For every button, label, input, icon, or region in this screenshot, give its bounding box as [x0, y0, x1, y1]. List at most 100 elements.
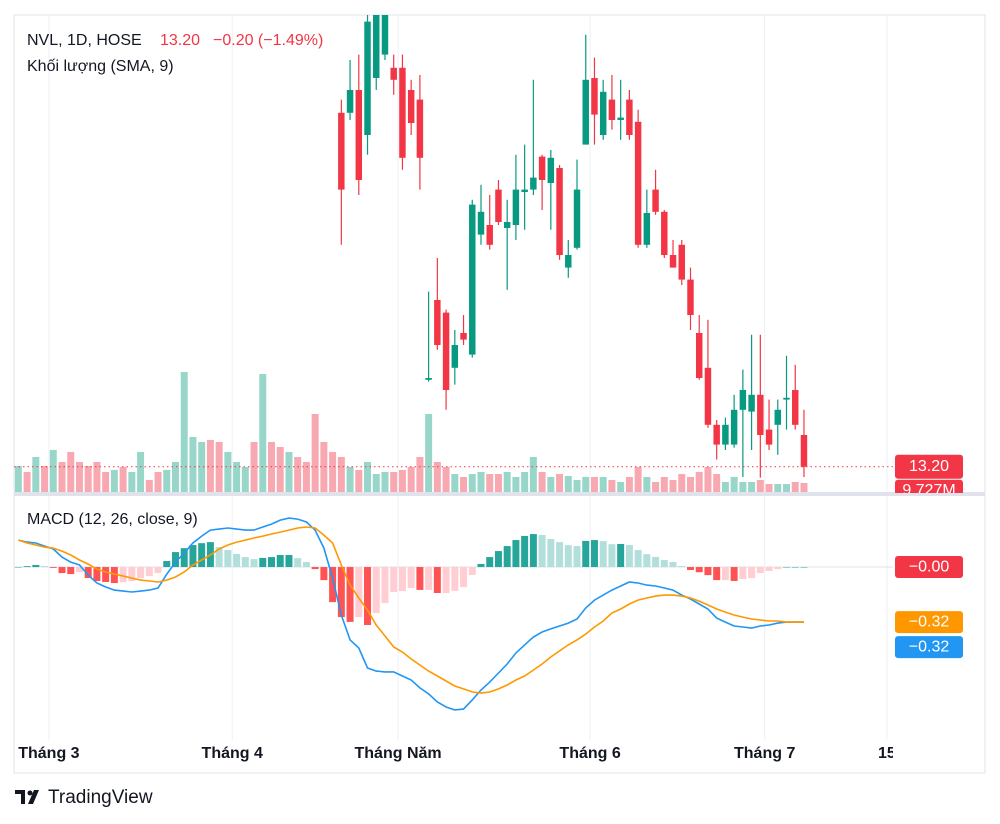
histogram-bar: [564, 545, 572, 568]
histogram-bar: [320, 567, 328, 581]
volume-bar: [23, 471, 31, 492]
candle-body: [512, 189, 520, 225]
volume-bar: [337, 456, 345, 492]
histogram-bar: [119, 567, 127, 583]
histogram-bar: [154, 567, 162, 574]
macd-last-label: −0.00: [909, 558, 950, 575]
histogram-bar: [137, 567, 145, 579]
volume-bar: [49, 449, 57, 492]
volume-bar: [686, 476, 694, 492]
x-tick-label: Tháng Năm: [355, 745, 442, 762]
histogram-bar: [171, 552, 179, 568]
histogram-bar: [355, 567, 363, 618]
histogram-bar: [599, 541, 607, 568]
histogram-bar: [294, 558, 302, 568]
label-box: [895, 454, 963, 479]
volume-bar: [433, 461, 441, 492]
volume-bar: [285, 451, 293, 492]
candle-body: [591, 78, 598, 115]
volume-bar: [678, 474, 686, 492]
candle-body: [477, 211, 485, 235]
volume-title: Khối lượng (SMA, 9): [27, 58, 174, 75]
candle-body: [730, 409, 738, 445]
macd-line: [18, 526, 804, 694]
volume-bar: [547, 476, 555, 492]
histogram-bar: [730, 567, 738, 581]
macd-title: MACD (12, 26, close, 9): [27, 511, 198, 528]
histogram-bar: [713, 567, 721, 581]
volume-bar: [652, 481, 660, 492]
histogram-bar: [407, 567, 415, 589]
histogram-bar: [774, 567, 782, 570]
histogram-bar: [259, 557, 267, 568]
volume-bar: [634, 466, 642, 492]
candle-body: [748, 394, 755, 412]
histogram-bar: [49, 567, 57, 568]
price-scale: 9.727M 13.20 −0.00 −0.32 −0.32: [895, 454, 963, 659]
volume-bar: [765, 484, 773, 492]
histogram-bar: [765, 567, 773, 572]
label-box: [895, 479, 963, 493]
volume-bar: [494, 474, 502, 492]
candle-body: [582, 79, 589, 145]
volume-bar: [390, 471, 398, 492]
histogram-bar: [486, 557, 494, 568]
histogram-bar: [800, 567, 808, 568]
x-tick-label: Tháng 3: [18, 745, 79, 762]
histogram-bar: [538, 535, 546, 568]
histogram-bar: [512, 540, 520, 568]
chart-frame: [13, 14, 986, 774]
volume-bar: [302, 461, 310, 492]
volume-bar: [75, 461, 83, 492]
histogram-bar: [617, 544, 625, 568]
volume-bar: [171, 461, 179, 492]
candle-body: [503, 222, 511, 228]
x-tick-label: Tháng 6: [559, 745, 620, 762]
candle-body: [469, 204, 476, 355]
candle-body: [695, 333, 703, 378]
volume-bar: [381, 471, 389, 492]
candle-body: [774, 409, 782, 425]
volume-bar: [739, 481, 747, 492]
histogram-bar: [189, 545, 197, 568]
candle-body: [530, 177, 537, 190]
histogram-bar: [494, 551, 502, 568]
candle-body: [669, 255, 677, 268]
candle-body: [381, 15, 389, 55]
macd-line: [18, 517, 804, 711]
logo-shape: [15, 790, 25, 804]
label-box: [895, 556, 963, 579]
candle-body: [416, 99, 424, 158]
volume-bar: [416, 456, 424, 492]
histogram-bar: [241, 557, 249, 568]
histogram-bar: [695, 567, 703, 573]
histogram-bar: [224, 550, 232, 568]
candle-body: [486, 225, 493, 245]
volume-bar: [468, 474, 476, 492]
histogram-bar: [41, 566, 49, 568]
volume-bar: [617, 481, 625, 492]
candle-body: [460, 333, 467, 340]
candle-body: [556, 168, 563, 255]
histogram-bar: [93, 567, 101, 581]
volume-bar: [145, 479, 153, 492]
volume-bar: [311, 414, 319, 492]
x-tick-label: 15: [878, 745, 896, 762]
histogram-bar: [180, 548, 188, 568]
histogram-bar: [529, 534, 537, 568]
grid: [48, 15, 888, 740]
volume-bar: [215, 441, 223, 492]
histogram-bar: [425, 567, 433, 590]
volume-bar: [93, 461, 101, 492]
volume-bar: [250, 441, 258, 492]
volume-bar: [198, 441, 206, 492]
volume-bar: [110, 469, 118, 492]
candle-body: [617, 117, 624, 120]
histogram-bar: [783, 567, 790, 568]
histogram-bar: [311, 567, 319, 570]
candle-body: [608, 99, 616, 120]
brand-name: TradingView: [48, 787, 153, 808]
candle-body: [626, 99, 633, 135]
volume-bar: [233, 461, 241, 492]
histogram-bar: [625, 545, 633, 568]
